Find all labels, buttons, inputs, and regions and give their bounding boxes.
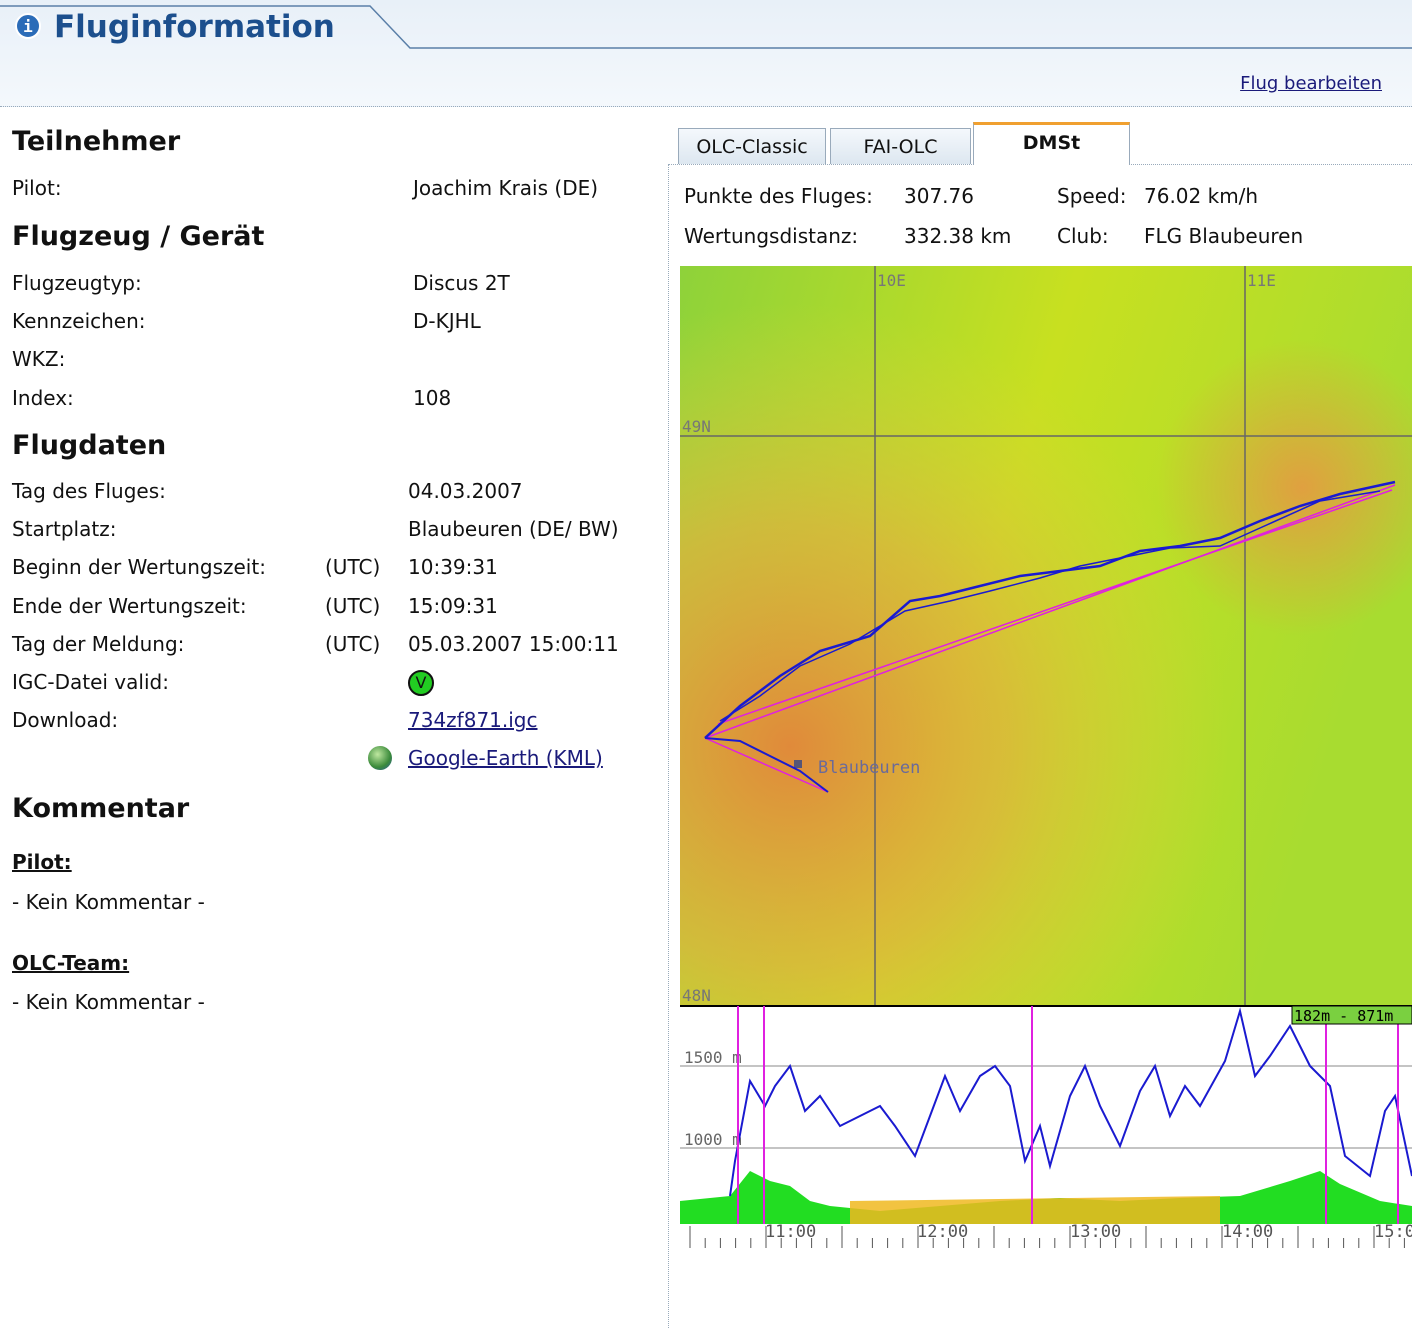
stat-label: Wertungsdistanz: xyxy=(684,224,858,248)
range-label: 182m - 871m xyxy=(1294,1007,1393,1025)
label: Startplatz: xyxy=(12,517,116,541)
label: Ende der Wertungszeit: xyxy=(12,594,247,618)
tab[interactable]: OLC-Classic xyxy=(678,128,826,164)
zone: (UTC) xyxy=(325,555,380,579)
map-and-barogram: 10E 11E 49N 48N Blaubeuren 1500 m 1000 m… xyxy=(680,266,1412,1256)
heading: Teilnehmer xyxy=(12,126,180,157)
stat-value: FLG Blaubeuren xyxy=(1144,224,1303,248)
value: Joachim Krais (DE) xyxy=(413,176,598,200)
value: Blaubeuren (DE/ BW) xyxy=(408,517,619,541)
stat-label: Punkte des Fluges: xyxy=(684,184,873,208)
label: Tag der Meldung: xyxy=(12,632,184,656)
page-title: Fluginformation xyxy=(54,9,335,45)
map-label: Blaubeuren xyxy=(818,758,920,778)
stat-label: Club: xyxy=(1057,224,1109,248)
label: Index: xyxy=(12,386,74,410)
comment-text: - Kein Kommentar - xyxy=(12,890,205,914)
tab-active[interactable]: DMSt xyxy=(973,122,1130,165)
valid-icon: V xyxy=(408,670,434,696)
map-label: 48N xyxy=(682,986,711,1005)
download-link[interactable]: 734zf871.igc xyxy=(408,708,538,732)
comment-label: OLC-Team: xyxy=(12,951,129,975)
globe-icon xyxy=(368,746,392,770)
panel-border xyxy=(668,164,669,1328)
time-label: 13:00 xyxy=(1070,1222,1121,1242)
page: i Fluginformation Flug bearbeiten Teilne… xyxy=(0,0,1412,1328)
label: WKZ: xyxy=(12,347,65,371)
time-label: 15:00 xyxy=(1374,1222,1412,1242)
zone: (UTC) xyxy=(325,632,380,656)
value: D-KJHL xyxy=(413,309,481,333)
map-label: 49N xyxy=(682,417,711,436)
time-label: 14:00 xyxy=(1222,1222,1273,1242)
value: 108 xyxy=(413,386,451,410)
label: Tag des Fluges: xyxy=(12,479,166,503)
value: 04.03.2007 xyxy=(408,479,523,503)
heading: Flugzeug / Gerät xyxy=(12,221,264,252)
airfield-marker xyxy=(794,760,802,768)
stat-value: 307.76 xyxy=(904,184,974,208)
time-label: 12:00 xyxy=(917,1222,968,1242)
comment-text: - Kein Kommentar - xyxy=(12,990,205,1014)
label: Kennzeichen: xyxy=(12,309,146,333)
stat-value: 332.38 km xyxy=(904,224,1011,248)
stat-label: Speed: xyxy=(1057,184,1126,208)
alt-label: 1000 m xyxy=(684,1130,742,1149)
heading: Kommentar xyxy=(12,793,189,824)
value: 05.03.2007 15:00:11 xyxy=(408,632,619,656)
value: 10:39:31 xyxy=(408,555,498,579)
heading: Flugdaten xyxy=(12,430,166,461)
svg-text:i: i xyxy=(23,17,33,36)
map-label: 10E xyxy=(877,271,906,290)
zone: (UTC) xyxy=(325,594,380,618)
tab[interactable]: FAI-OLC xyxy=(830,128,971,164)
time-label: 11:00 xyxy=(765,1222,816,1242)
label: Flugzeugtyp: xyxy=(12,271,142,295)
label: Pilot: xyxy=(12,176,62,200)
stat-value: 76.02 km/h xyxy=(1144,184,1258,208)
comment-label: Pilot: xyxy=(12,850,72,874)
value: Discus 2T xyxy=(413,271,510,295)
kml-link[interactable]: Google-Earth (KML) xyxy=(408,746,603,770)
alt-label: 1500 m xyxy=(684,1048,742,1067)
value: 15:09:31 xyxy=(408,594,498,618)
edit-link[interactable]: Flug bearbeiten xyxy=(1240,73,1382,94)
label: Beginn der Wertungszeit: xyxy=(12,555,266,579)
label: IGC-Datei valid: xyxy=(12,670,169,694)
map-label: 11E xyxy=(1247,271,1276,290)
label: Download: xyxy=(12,708,118,732)
map-terrain xyxy=(680,266,1412,1005)
